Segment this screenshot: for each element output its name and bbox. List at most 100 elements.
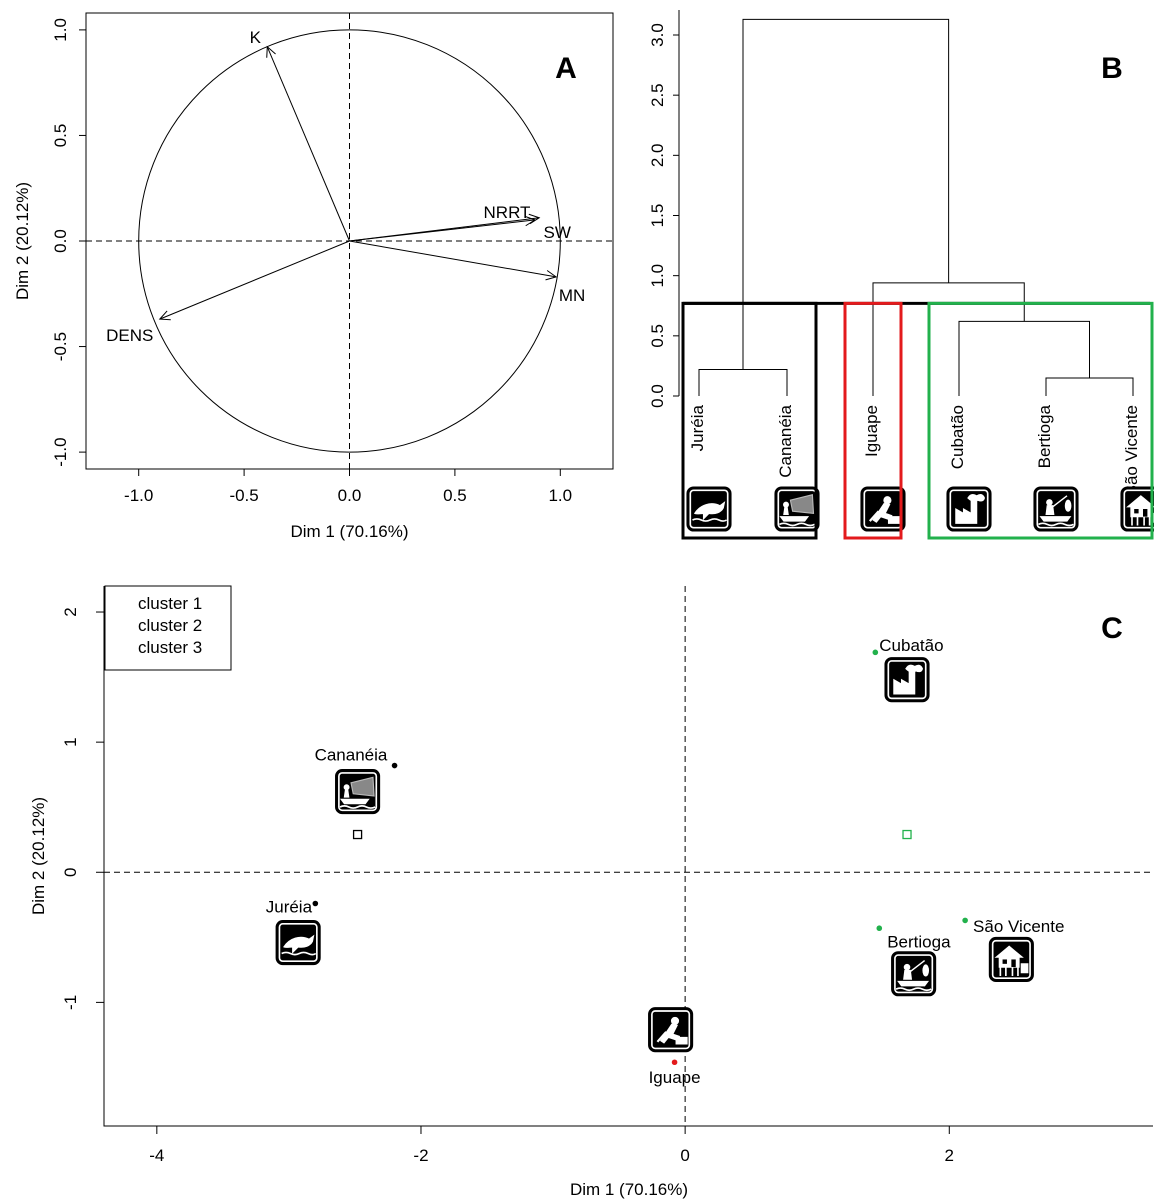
dendrogram-merge-3: [958, 320, 1090, 396]
dolphin-icon: [275, 919, 321, 966]
icon-fish: [922, 964, 930, 977]
y-tick-label: 1.0: [648, 264, 667, 288]
centroid-cluster-1: [352, 829, 363, 840]
angler-boat-icon: [891, 951, 937, 997]
icon-rod: [909, 959, 926, 973]
icon-head: [883, 496, 892, 505]
y-tick-label: 0.5: [648, 324, 667, 348]
panel-label: A: [555, 52, 577, 85]
icon-door: [1011, 959, 1016, 968]
icon-frame: [338, 772, 378, 812]
panel-a-pca-variables: -1.0 -0.5 0.0 0.5 1.0 -1.0 -0.5 0.0 0.5 1.0 Dim 1 …: [13, 12, 614, 541]
y-tick-label: 0.0: [51, 229, 70, 253]
icon-frame: [949, 489, 989, 529]
icon-stilts: [999, 967, 1019, 976]
centroid-cluster-3: [902, 829, 912, 840]
leaf-label-jureia: Juréia: [688, 404, 707, 451]
cluster-box-1: [681, 301, 818, 540]
fisher-boat-icon: [335, 769, 381, 815]
icon-glyph: [693, 501, 726, 521]
icon-glyph: [783, 506, 789, 516]
icon-hull: [897, 980, 930, 987]
leaf-label-cubatao: Cubatão: [948, 405, 967, 469]
x-tick-label: 0: [680, 1146, 689, 1165]
point-sao-vicente: [962, 917, 968, 924]
vector-dens: [159, 240, 350, 320]
legend-entry-cluster-3: cluster 3: [138, 638, 202, 657]
icon-window: [1134, 509, 1139, 514]
icon-stilts: [1131, 516, 1151, 526]
y-tick-label: 0.0: [648, 384, 667, 408]
point-cananeia: [391, 762, 398, 769]
angler-boat-icon: [1033, 486, 1079, 532]
leaf-label-sao-vicente: São Vicente: [1122, 405, 1141, 496]
legend-entry-cluster-1: cluster 1: [138, 594, 202, 613]
vector-label-mn: MN: [559, 286, 585, 305]
x-tick-label: -1.0: [124, 486, 153, 505]
y-tick-label: 1.5: [648, 204, 667, 228]
arrowhead-mn: [545, 270, 558, 281]
x-tick-label: -4: [149, 1146, 164, 1165]
icon-hull: [779, 516, 810, 522]
dolphin-icon: [686, 486, 732, 532]
vector-label-dens: DENS: [106, 326, 153, 345]
point-label-bertioga: Bertioga: [887, 933, 951, 952]
icon-glyph: [1130, 506, 1152, 518]
icon-shovel: [656, 1031, 668, 1043]
correlation-circle: [138, 29, 561, 453]
icon-glyph: [893, 671, 916, 695]
x-tick-label: 2: [945, 1146, 954, 1165]
icon-wave: [281, 951, 317, 956]
point-label-jureia: Juréia: [266, 898, 313, 917]
x-axis-title: Dim 1 (70.16%): [290, 522, 408, 541]
x-tick-label: 0.0: [338, 486, 362, 505]
icon-net: [789, 494, 815, 515]
point-jureia: [312, 900, 319, 907]
legend: cluster 1 cluster 2 cluster 3: [104, 585, 232, 671]
y-tick-label: 2.0: [648, 144, 667, 168]
vector-label-sw: SW: [544, 223, 571, 242]
icon-frame: [278, 923, 318, 963]
point-label-cananeia: Cananéia: [315, 745, 388, 764]
icon-head: [903, 963, 911, 971]
leaf-label-iguape: Iguape: [862, 405, 881, 457]
point-label-sao-vicente: São Vicente: [973, 917, 1064, 936]
x-tick-label: 1.0: [548, 486, 572, 505]
stilt-house-icon: [988, 936, 1034, 982]
icon-glyph: [903, 969, 913, 980]
vector-k: [266, 46, 350, 242]
point-iguape: [671, 1059, 678, 1066]
stilt-house-icon: [1120, 486, 1154, 532]
icon-hull: [1039, 516, 1072, 522]
y-axis-title: Dim 2 (20.12%): [29, 797, 48, 915]
y-tick-label: 0.5: [51, 124, 70, 148]
icon-smoke: [905, 664, 923, 673]
legend-entry-cluster-2: cluster 2: [138, 616, 202, 635]
y-tick-label: 2.5: [648, 83, 667, 107]
icon-window: [1002, 959, 1007, 964]
arrowhead-sw: [528, 213, 541, 225]
icon-net: [350, 776, 375, 797]
dendrogram-merge-1: [1045, 377, 1134, 396]
vector-label-k: K: [250, 28, 262, 47]
arrowhead-dens: [158, 310, 171, 321]
y-tick-label: -1: [61, 995, 80, 1010]
arrowhead-k: [266, 45, 276, 58]
dendrogram-merge-4: [872, 282, 1025, 396]
icon-glyph: [283, 934, 315, 954]
digger-icon: [648, 1007, 694, 1053]
dendrogram-merge-5: [742, 18, 950, 370]
cluster-box-2: [843, 301, 903, 540]
y-tick-label: 3.0: [648, 23, 667, 47]
icon-frame: [1123, 489, 1154, 529]
icon-background: [946, 486, 992, 532]
point-bertioga: [876, 925, 883, 932]
icon-smoke: [967, 494, 985, 502]
icon-glyph: [343, 788, 350, 798]
icon-fish: [1064, 499, 1072, 512]
icon-frame: [651, 1010, 691, 1050]
digger-icon: [860, 486, 906, 532]
icon-head: [1046, 499, 1053, 506]
y-tick-label: 0: [61, 868, 80, 877]
